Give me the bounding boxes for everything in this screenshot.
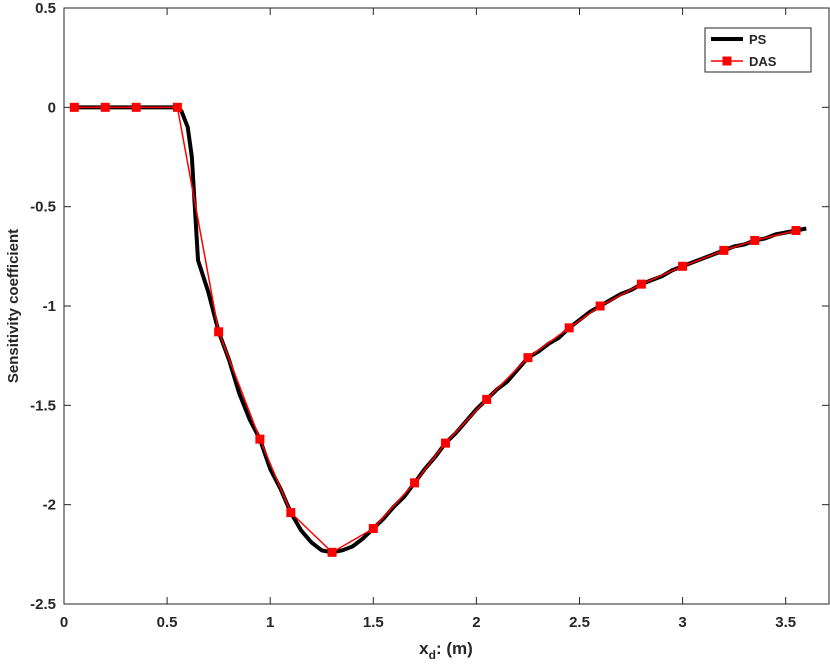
- y-axis-label: Sensitivity coefficient: [5, 229, 22, 383]
- x-tick-label: 2: [472, 614, 480, 631]
- series-line: [74, 106, 797, 554]
- plot-area: [63, 7, 830, 605]
- x-tick-label: 0.5: [157, 614, 178, 631]
- marker: [69, 102, 79, 112]
- x-tick-label: 3: [678, 614, 686, 631]
- marker: [100, 102, 110, 112]
- x-tick-label: 0: [60, 614, 68, 631]
- x-axis-label: xd: (m): [419, 639, 473, 662]
- marker: [172, 102, 182, 112]
- x-tick-label: 2.5: [569, 614, 590, 631]
- marker: [636, 279, 646, 289]
- marker: [482, 394, 492, 404]
- marker: [327, 547, 337, 557]
- y-tick-label: 0: [48, 99, 56, 116]
- x-tick-label: 1.5: [363, 614, 384, 631]
- y-tick-label: -1.5: [30, 397, 56, 414]
- marker: [750, 235, 760, 245]
- x-label-sub: d: [429, 648, 436, 662]
- y-tick-label: -2.5: [30, 596, 56, 613]
- x-tick-label: 3.5: [775, 614, 796, 631]
- marker: [214, 327, 224, 337]
- marker: [564, 323, 574, 333]
- marker: [523, 353, 533, 363]
- x-label-rest: : (m): [436, 639, 473, 658]
- y-tick-label: 0.5: [35, 0, 56, 17]
- marker: [368, 524, 378, 534]
- marker: [678, 261, 688, 271]
- marker: [719, 245, 729, 255]
- marker: [286, 508, 296, 518]
- y-tick-label: -0.5: [30, 199, 56, 216]
- marker: [255, 434, 265, 444]
- x-label-main: x: [419, 639, 429, 658]
- legend-marker: [722, 56, 732, 66]
- y-tick-label: -2: [43, 497, 56, 514]
- legend-label: DAS: [749, 54, 777, 69]
- y-tick-label: -1: [43, 298, 56, 315]
- marker: [410, 478, 420, 488]
- marker: [131, 102, 141, 112]
- x-tick-label: 1: [266, 614, 274, 631]
- marker: [595, 301, 605, 311]
- marker: [791, 226, 801, 236]
- legend-label: PS: [749, 32, 767, 47]
- marker: [440, 438, 450, 448]
